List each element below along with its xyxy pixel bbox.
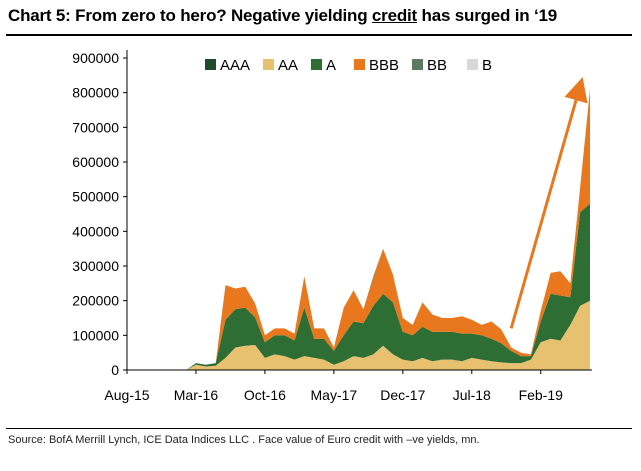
series-areas xyxy=(127,89,590,370)
x-tick-label: Oct-16 xyxy=(244,387,286,403)
source-note: Source: BofA Merrill Lynch, ICE Data Ind… xyxy=(8,434,480,446)
source-rule xyxy=(6,428,632,429)
title-part-1: Chart 5: From zero to hero? Negative yie… xyxy=(8,6,372,25)
y-tick-label: 700000 xyxy=(72,119,119,135)
stacked-area-chart: 0 100000 200000 300000 400000 500000 600000 700… xyxy=(72,50,592,403)
title-part-2: has surged in ‘19 xyxy=(417,6,558,25)
y-tick-label: 900000 xyxy=(72,50,119,66)
title-rule xyxy=(6,34,632,36)
legend-swatch-bb xyxy=(412,59,423,70)
legend-swatch-a xyxy=(311,59,322,70)
x-tick-label: Feb-19 xyxy=(519,387,564,403)
legend-label-b: B xyxy=(482,57,492,74)
surge-arrow xyxy=(509,77,588,329)
y-tick-label: 300000 xyxy=(72,258,119,274)
y-tick-label: 600000 xyxy=(72,154,119,170)
legend: AAA AA A BBB BB B xyxy=(205,57,492,74)
legend-swatch-aa xyxy=(263,59,274,70)
legend-swatch-aaa xyxy=(205,59,216,70)
chart-title: Chart 5: From zero to hero? Negative yie… xyxy=(8,6,557,26)
legend-label-bbb: BBB xyxy=(369,57,399,74)
y-tick-label: 0 xyxy=(111,362,119,378)
series-area-aa xyxy=(127,300,590,370)
x-tick-label: May-17 xyxy=(311,387,358,403)
legend-label-a: A xyxy=(326,57,336,74)
legend-label-aaa: AAA xyxy=(220,57,250,74)
y-tick-label: 400000 xyxy=(72,223,119,239)
series-area-bbb xyxy=(127,89,590,370)
y-tick-label: 200000 xyxy=(72,293,119,309)
y-tick-label: 800000 xyxy=(72,85,119,101)
x-tick-label: Dec-17 xyxy=(380,387,425,403)
legend-label-bb: BB xyxy=(427,57,447,74)
x-tick-label: Aug-15 xyxy=(104,387,149,403)
x-tick-label: Jul-18 xyxy=(453,387,491,403)
series-area-a xyxy=(127,203,590,370)
legend-label-aa: AA xyxy=(278,57,298,74)
x-tick-label: Mar-16 xyxy=(174,387,219,403)
legend-swatch-b xyxy=(467,59,478,70)
y-tick-label: 100000 xyxy=(72,327,119,343)
y-tick-label: 500000 xyxy=(72,189,119,205)
legend-swatch-bbb xyxy=(354,59,365,70)
title-underlined-word: credit xyxy=(371,6,418,25)
